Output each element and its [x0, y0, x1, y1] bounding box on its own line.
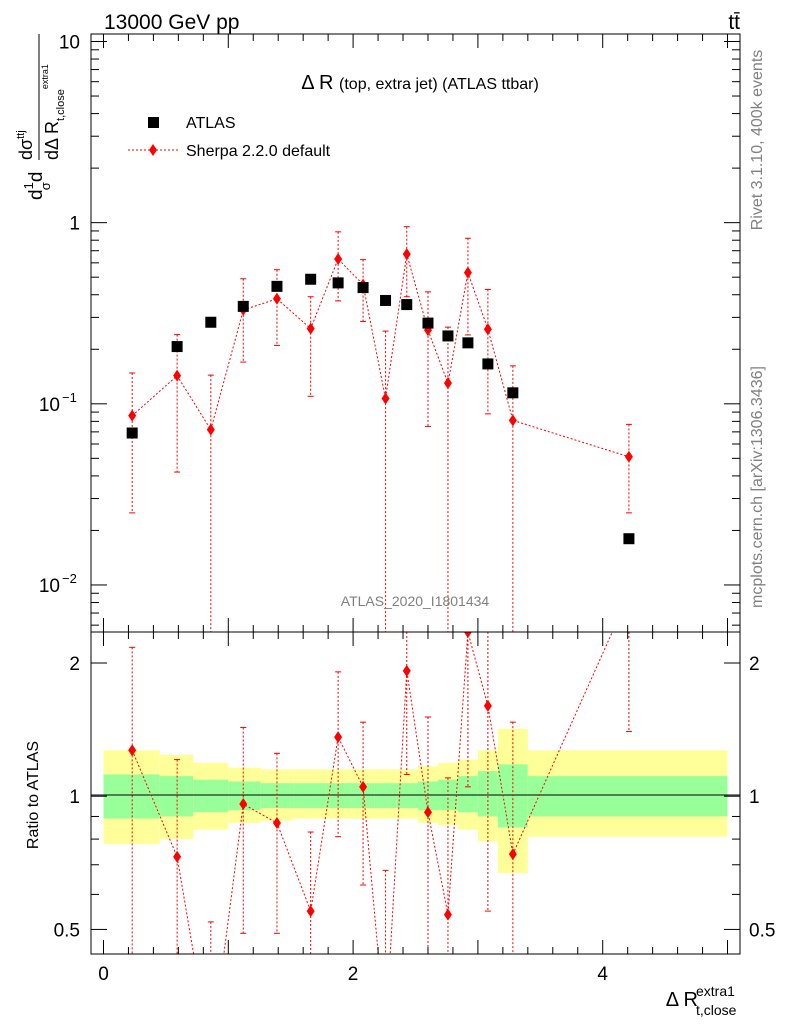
ratio-y-axis-label: Ratio to ATLAS [25, 741, 42, 849]
ratio-plot-panel: 0.5 0.51 12 20 2 4 Ratio to ATLAS Δ R extra1 … [25, 589, 775, 1018]
atlas-point [271, 280, 283, 292]
sherpa-point [272, 292, 281, 305]
plot-title: Δ R (top, extra jet) (ATLAS ttbar) [301, 72, 539, 94]
ratio-plot-frame [90, 631, 741, 955]
atlas-point [126, 427, 138, 439]
sherpa-line [131, 254, 630, 458]
legend-sherpa-label: Sherpa 2.2.0 default [186, 143, 331, 160]
atlas-point [205, 316, 217, 328]
atlas-point [462, 337, 474, 349]
x-tick-label: 2 [348, 964, 359, 985]
ratio-point [334, 731, 343, 744]
x-axis-label-sub: t,close [696, 1002, 737, 1018]
atlas-point [305, 273, 317, 285]
y-tick-label-exponent: −1 [62, 390, 77, 405]
ratio-band-green [457, 776, 478, 813]
ratio-band-green [350, 783, 375, 809]
x-axis-label-sup: extra1 [696, 983, 735, 999]
y-tick-label: 1 [69, 214, 80, 235]
sherpa-point [463, 266, 472, 279]
ratio-series [128, 589, 633, 954]
process-label: tt̄ [728, 11, 740, 34]
ratio-band-green [293, 783, 326, 809]
atlas-point [171, 341, 183, 353]
ratio-band-green [103, 774, 160, 819]
y-tick-label: 10 [59, 32, 80, 53]
ratio-y-tick-label-right: 2 [749, 654, 760, 675]
sherpa-point [402, 248, 411, 261]
sherpa-point [173, 369, 182, 382]
ratio-band-green [193, 779, 229, 813]
sherpa-point [443, 377, 452, 390]
sherpa-point [206, 423, 215, 436]
ratio-uncertainty-bands [103, 728, 728, 874]
atlas-point [623, 533, 635, 545]
sherpa-point [508, 414, 517, 427]
atlas-point [422, 317, 434, 329]
main-y-axis-label: d1 σd dσttj dΔ Rt,closeextra1 [15, 34, 67, 200]
atlas-point [332, 277, 344, 289]
legend-sherpa-marker [149, 144, 157, 156]
ratio-point [443, 908, 452, 921]
sherpa-point [306, 322, 315, 335]
y-tick-label-exponent: −2 [62, 571, 77, 586]
ratio-point [508, 848, 517, 861]
ratio-band-green [374, 783, 397, 809]
ratio-band-green [417, 781, 438, 811]
sherpa-point [128, 409, 137, 422]
x-tick-label: 4 [597, 964, 608, 985]
sherpa-point [334, 253, 343, 266]
site-label: mcplots.cern.ch [arXiv:1306.3436] [749, 366, 766, 608]
ratio-point [402, 664, 411, 677]
legend-atlas-label: ATLAS [186, 115, 236, 132]
rivet-label: Rivet 3.1.10, 400k events [749, 50, 766, 231]
analysis-watermark: ATLAS_2020_I1801434 [341, 593, 490, 609]
ratio-axes: 0.5 0.5 1 1 2 2 0 2 4 [54, 632, 775, 985]
ratio-y-tick-label: 2 [69, 654, 80, 675]
main-data-layer [126, 226, 635, 632]
ratio-point [463, 632, 472, 638]
ratio-point [423, 806, 432, 819]
ratio-data-layer [128, 589, 633, 954]
ratio-point [239, 798, 248, 811]
svg-text:dΔ Rt,closeextra1: dΔ Rt,closeextra1 [40, 64, 67, 160]
ratio-point [306, 905, 315, 918]
sherpa-point [483, 323, 492, 336]
y-tick-label: 10 [39, 576, 60, 597]
ratio-band-green [260, 783, 294, 809]
atlas-point [482, 358, 494, 370]
energy-label: 13000 GeV pp [104, 11, 239, 34]
ratio-point [128, 744, 137, 757]
atlas-point [442, 330, 454, 342]
ratio-point [173, 850, 182, 863]
ratio-y-tick-label: 1 [69, 787, 80, 808]
legend-atlas-marker [148, 117, 159, 128]
atlas-point [401, 299, 413, 311]
ratio-y-tick-label-right: 0.5 [749, 920, 775, 941]
x-axis-label: Δ R [666, 989, 698, 1011]
ratio-band-green [159, 776, 194, 817]
atlas-point [507, 387, 519, 399]
ratio-point [359, 780, 368, 793]
atlas-point [237, 300, 249, 312]
svg-text:dσttj: dσttj [15, 130, 36, 160]
ratio-point [272, 816, 281, 829]
atlas-point [380, 294, 392, 306]
ratio-band-green [396, 783, 418, 809]
legend: ATLAS Sherpa 2.2.0 default [128, 115, 331, 160]
ratio-y-tick-label: 0.5 [54, 920, 80, 941]
atlas-point [357, 282, 369, 294]
ratio-point [625, 589, 633, 601]
y-tick-label: 10 [39, 395, 60, 416]
ratio-point [483, 699, 492, 712]
x-tick-label: 0 [98, 964, 109, 985]
ratio-y-tick-label-right: 1 [749, 787, 760, 808]
sherpa-point [624, 450, 633, 463]
ratio-band-green [527, 776, 728, 817]
sherpa-point [381, 392, 390, 405]
